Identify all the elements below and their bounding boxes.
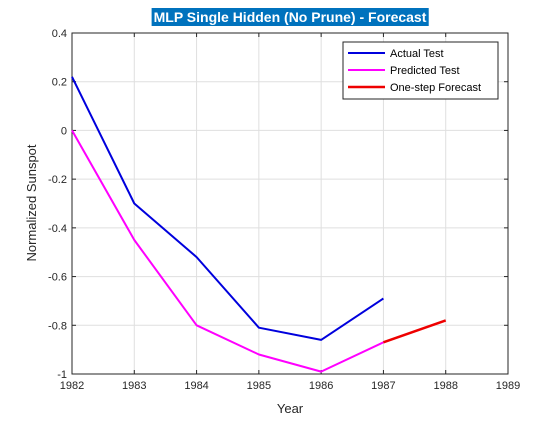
series-line-predicted-test <box>71 129 384 373</box>
legend-label-one-step-forecast: One-step Forecast <box>390 82 481 94</box>
x-axis-label: Year <box>277 401 304 416</box>
series-line-one-step-forecast <box>382 319 447 344</box>
chart-title-background <box>151 8 429 26</box>
x-tick-label: 1982 <box>60 380 84 392</box>
series-line-actual-test <box>71 76 384 341</box>
x-tick-label: 1989 <box>496 380 520 392</box>
y-tick-label: -1 <box>57 369 67 381</box>
x-tick-label: 1987 <box>371 380 395 392</box>
y-tick-label: -0.2 <box>48 174 67 186</box>
y-tick-label: -0.8 <box>48 320 67 332</box>
y-tick-label: 0.4 <box>52 28 67 40</box>
x-tick-label: 1983 <box>122 380 146 392</box>
x-tick-label: 1984 <box>184 380 208 392</box>
series-lines <box>71 76 447 373</box>
x-tick-label: 1986 <box>309 380 333 392</box>
legend-label-predicted-test: Predicted Test <box>390 65 460 77</box>
axes-box <box>71 32 509 375</box>
x-tick-label: 1988 <box>433 380 457 392</box>
y-tick-label: -0.4 <box>48 223 67 235</box>
y-tick-label: -0.6 <box>48 272 67 284</box>
y-tick-label: 0 <box>61 125 67 137</box>
legend: Actual Test Predicted Test One-step Foreca… <box>342 41 499 100</box>
legend-label-actual-test: Actual Test <box>390 48 444 60</box>
x-tick-label: 1985 <box>247 380 271 392</box>
chart-title-group: MLP Single Hidden (No Prune) - Forecast <box>151 8 429 26</box>
y-tick-label: 0.2 <box>52 77 67 89</box>
chart-title: MLP Single Hidden (No Prune) - Forecast <box>154 9 427 25</box>
y-axis-label: Normalized Sunspot <box>24 144 39 261</box>
axes: 1982 1983 1984 1985 1986 1987 1988 1989 -1 -0.8 -0… <box>48 28 520 392</box>
